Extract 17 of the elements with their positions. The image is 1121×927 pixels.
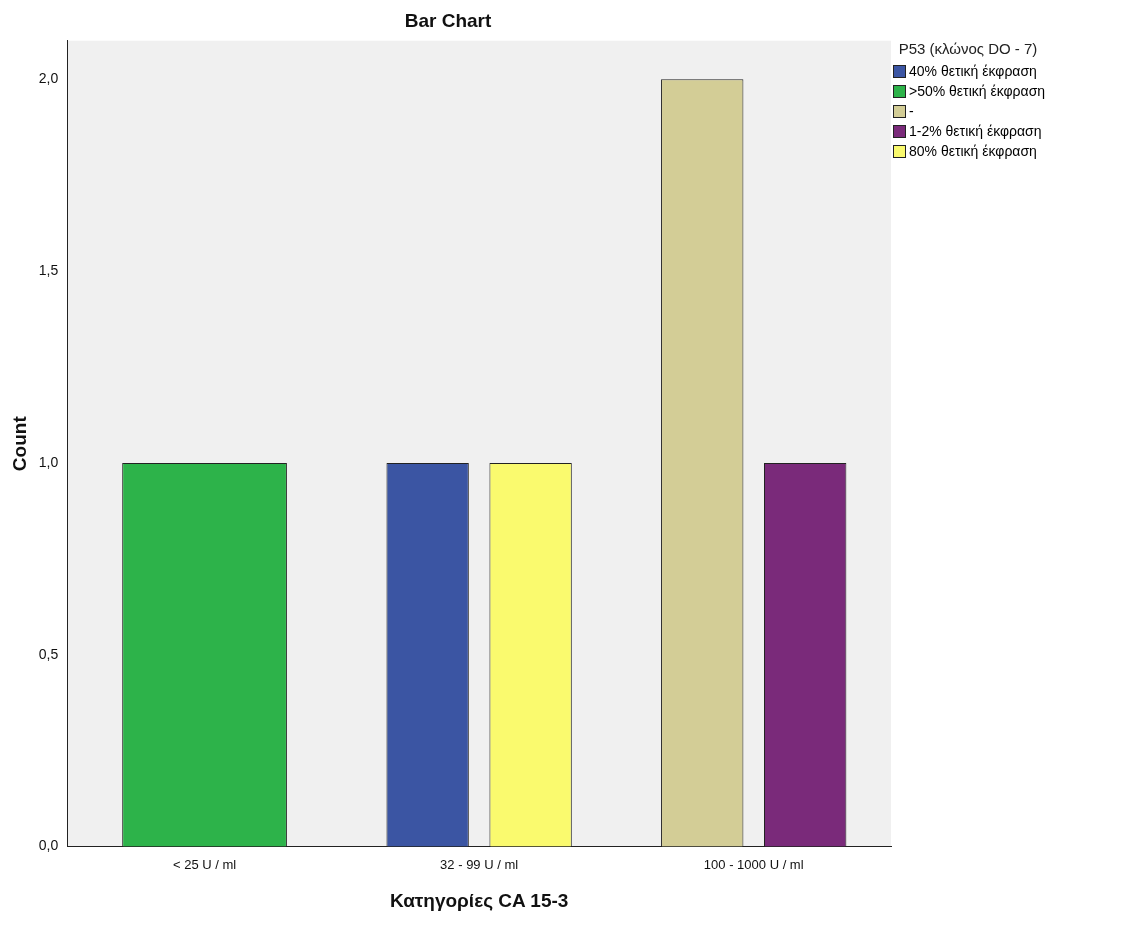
legend-label: 80% θετική έκφραση (909, 143, 1037, 159)
y-axis-title: Count (8, 415, 30, 472)
y-tick-label: 0,5 (38, 645, 59, 662)
x-axis-title: Κατηγορίες CA 15-3 (389, 889, 569, 911)
legend-label: 40% θετική έκφραση (909, 63, 1037, 79)
legend-title: P53 (κλώνος DO - 7) (897, 40, 1039, 57)
x-tick-label: 32 - 99 U / ml (440, 856, 519, 872)
legend-label: - (909, 103, 914, 119)
y-tick-label: 0,0 (38, 837, 59, 854)
x-tick-label: 100 - 1000 U / ml (703, 856, 804, 872)
y-tick-label: 2,0 (38, 70, 59, 87)
legend-label: >50% θετική έκφραση (909, 83, 1046, 99)
x-tick-label: < 25 U / ml (172, 856, 237, 872)
legend-label: 1-2% θετική έκφραση (909, 123, 1042, 139)
chart-title: Bar Chart (404, 9, 492, 31)
y-tick-label: 1,0 (38, 453, 59, 470)
y-tick-label: 1,5 (38, 261, 59, 278)
